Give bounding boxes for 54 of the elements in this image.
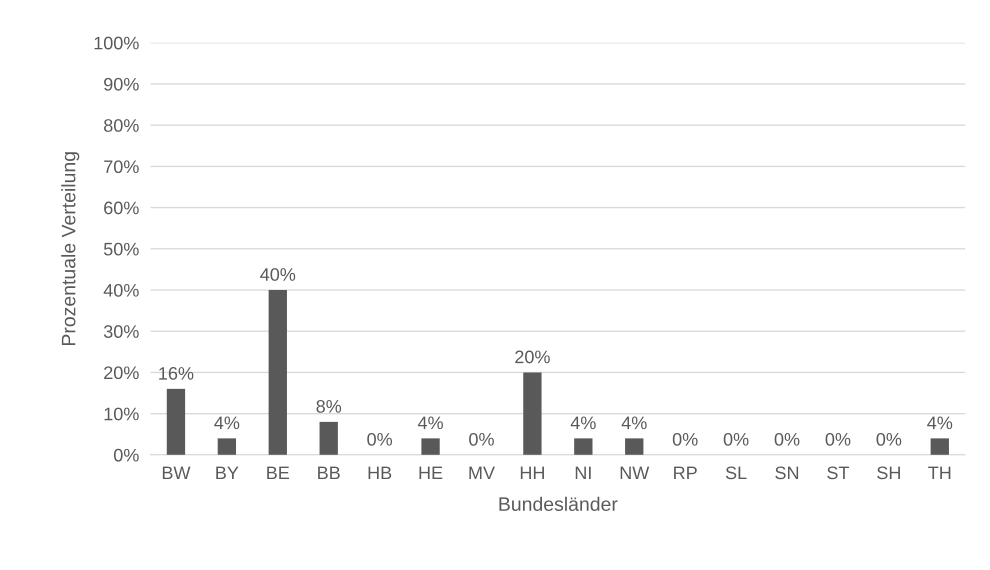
x-axis-title: Bundesländer xyxy=(499,496,618,511)
y-tick-label: 70% xyxy=(104,160,139,174)
x-tick-label: NI xyxy=(576,466,591,480)
x-tick-label: BB xyxy=(318,466,340,480)
x-tick-label: RP xyxy=(674,466,697,480)
bar xyxy=(574,438,592,455)
data-label: 0% xyxy=(774,432,800,446)
data-label: 16% xyxy=(159,367,194,380)
x-tick-label: NW xyxy=(620,466,650,480)
bar xyxy=(625,438,644,455)
y-tick-label: 40% xyxy=(104,284,139,297)
y-tick-label: 50% xyxy=(104,242,139,256)
x-tick-label: SN xyxy=(775,466,798,480)
bar xyxy=(421,438,440,455)
y-tick-label: 80% xyxy=(104,119,139,132)
data-label: 40% xyxy=(260,268,296,281)
x-tick-label: HH xyxy=(520,466,544,480)
y-axis-title: Prozentuale Verteilung xyxy=(61,152,80,346)
bar xyxy=(523,372,542,455)
y-tick-label: 10% xyxy=(104,408,139,420)
data-label: 0% xyxy=(876,432,902,446)
x-tick-label: SL xyxy=(726,466,747,480)
y-tick-label: 0% xyxy=(114,448,139,462)
data-label: 4% xyxy=(418,416,443,430)
y-tick-label: 90% xyxy=(104,78,139,91)
x-tick-label: MV xyxy=(469,466,495,480)
x-tick-label: BE xyxy=(267,466,290,480)
x-tick-label: HB xyxy=(368,466,392,480)
data-label: 0% xyxy=(672,432,698,446)
bar xyxy=(320,422,338,455)
bar xyxy=(218,438,236,455)
x-tick-label: TH xyxy=(928,466,950,480)
data-label: 4% xyxy=(570,416,596,430)
bar xyxy=(166,388,186,455)
x-tick-label: HE xyxy=(419,466,442,480)
y-tick-label: 30% xyxy=(104,325,139,338)
y-tick-label: 60% xyxy=(104,202,139,214)
data-label: 4% xyxy=(927,416,952,430)
data-label: 20% xyxy=(515,350,550,364)
data-label: 0% xyxy=(724,432,748,446)
x-tick-label: SH xyxy=(877,466,900,480)
data-label: 0% xyxy=(826,432,850,446)
x-tick-label: BW xyxy=(162,466,190,480)
x-tick-label: BY xyxy=(216,466,239,480)
data-label: 8% xyxy=(316,400,342,413)
bar xyxy=(268,290,287,455)
data-label: 4% xyxy=(214,416,240,430)
y-tick-label: 20% xyxy=(104,366,139,380)
data-label: 0% xyxy=(469,432,494,446)
bar xyxy=(930,438,949,455)
data-label: 0% xyxy=(367,432,392,446)
data-label: 4% xyxy=(622,416,647,430)
y-tick-label: 100% xyxy=(94,36,139,50)
x-tick-label: ST xyxy=(827,466,850,480)
